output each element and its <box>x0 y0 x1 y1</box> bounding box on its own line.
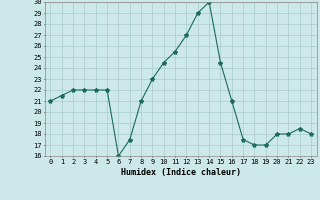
X-axis label: Humidex (Indice chaleur): Humidex (Indice chaleur) <box>121 168 241 177</box>
